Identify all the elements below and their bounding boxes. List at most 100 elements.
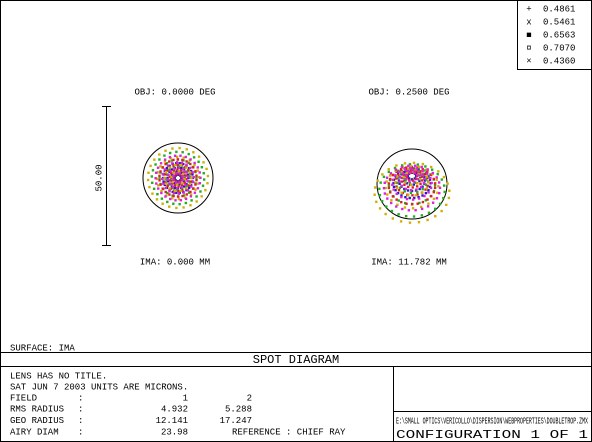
spot <box>159 165 162 168</box>
spot <box>192 180 195 184</box>
spot <box>181 168 185 171</box>
spot <box>407 168 410 171</box>
spot <box>386 197 389 200</box>
spot <box>399 220 403 223</box>
spot <box>418 179 421 183</box>
spot <box>177 185 180 188</box>
spot <box>164 170 168 174</box>
spot <box>392 188 395 191</box>
spot <box>182 172 185 176</box>
spot <box>411 179 415 182</box>
spot <box>160 191 163 195</box>
surface-label: SURFACE: IMA <box>10 343 75 353</box>
spot <box>407 194 410 197</box>
spot <box>382 186 386 190</box>
spot <box>388 177 392 181</box>
spot <box>391 195 395 198</box>
spot <box>177 170 180 173</box>
spot <box>163 168 166 171</box>
spot <box>378 193 382 197</box>
spot <box>426 170 429 173</box>
spot <box>175 150 178 154</box>
spot <box>164 181 167 184</box>
spot <box>406 169 409 173</box>
spot <box>198 171 201 174</box>
info-cell: 1 <box>183 393 188 403</box>
info-cell: 2 <box>247 393 252 403</box>
spot <box>179 154 182 157</box>
spot <box>392 185 396 189</box>
spot <box>427 181 430 184</box>
spot <box>186 170 189 173</box>
spot <box>155 177 159 181</box>
spot <box>424 191 428 195</box>
spot <box>407 185 410 189</box>
spot <box>186 189 190 192</box>
spot <box>158 179 161 182</box>
spot <box>429 186 433 190</box>
spot <box>172 192 176 195</box>
spot <box>168 160 171 163</box>
spot <box>156 166 160 169</box>
spot <box>424 169 427 172</box>
legend-label: 0.7070 <box>543 43 575 53</box>
spot <box>164 190 167 194</box>
spot <box>447 196 451 200</box>
spot <box>412 161 416 165</box>
info-cell: : <box>78 405 83 415</box>
spot <box>403 162 407 165</box>
spot <box>178 181 182 184</box>
spot <box>187 184 191 187</box>
spot <box>162 180 165 183</box>
spot <box>161 177 164 181</box>
spot <box>403 174 407 178</box>
spot <box>174 172 178 175</box>
spot <box>398 176 402 179</box>
spot <box>185 163 188 166</box>
spot <box>174 199 177 202</box>
spot <box>406 189 410 192</box>
spot <box>164 149 167 152</box>
spot <box>150 175 154 178</box>
spot <box>168 151 172 155</box>
spot <box>178 146 181 150</box>
spot <box>394 174 397 177</box>
spot <box>409 188 413 192</box>
info-cell: 17.247 <box>220 416 252 426</box>
spot <box>426 218 429 222</box>
spot <box>400 184 403 188</box>
spot <box>420 175 424 178</box>
spot <box>416 177 419 181</box>
spot <box>400 180 404 183</box>
spot <box>387 182 391 185</box>
spot <box>442 196 445 200</box>
legend: +0.4861 x 0.5461 ■ 0.6563 ¤ 0.7070 × 0.4360 <box>526 4 575 66</box>
spot <box>398 186 402 190</box>
spot <box>172 202 175 205</box>
spot <box>436 191 439 195</box>
spot <box>397 173 400 176</box>
spot <box>425 186 429 190</box>
spot <box>146 178 150 182</box>
legend-marker: + <box>526 4 531 14</box>
spot <box>397 213 400 216</box>
spot <box>172 178 175 182</box>
spot <box>155 198 159 201</box>
spot <box>417 172 420 176</box>
spot <box>395 198 398 201</box>
spot <box>396 172 400 175</box>
spot <box>418 201 421 205</box>
spot <box>431 201 435 204</box>
spot <box>168 179 172 182</box>
spot <box>412 215 416 218</box>
spot <box>385 205 388 208</box>
info-cell: FIELD <box>10 393 37 403</box>
spot <box>187 191 191 194</box>
spot <box>202 161 205 164</box>
spot <box>395 175 399 178</box>
spot <box>397 188 401 192</box>
spot <box>181 158 184 162</box>
spot <box>186 179 189 183</box>
info-line: LENS HAS NO TITLE. <box>10 371 107 381</box>
spot <box>200 195 203 198</box>
